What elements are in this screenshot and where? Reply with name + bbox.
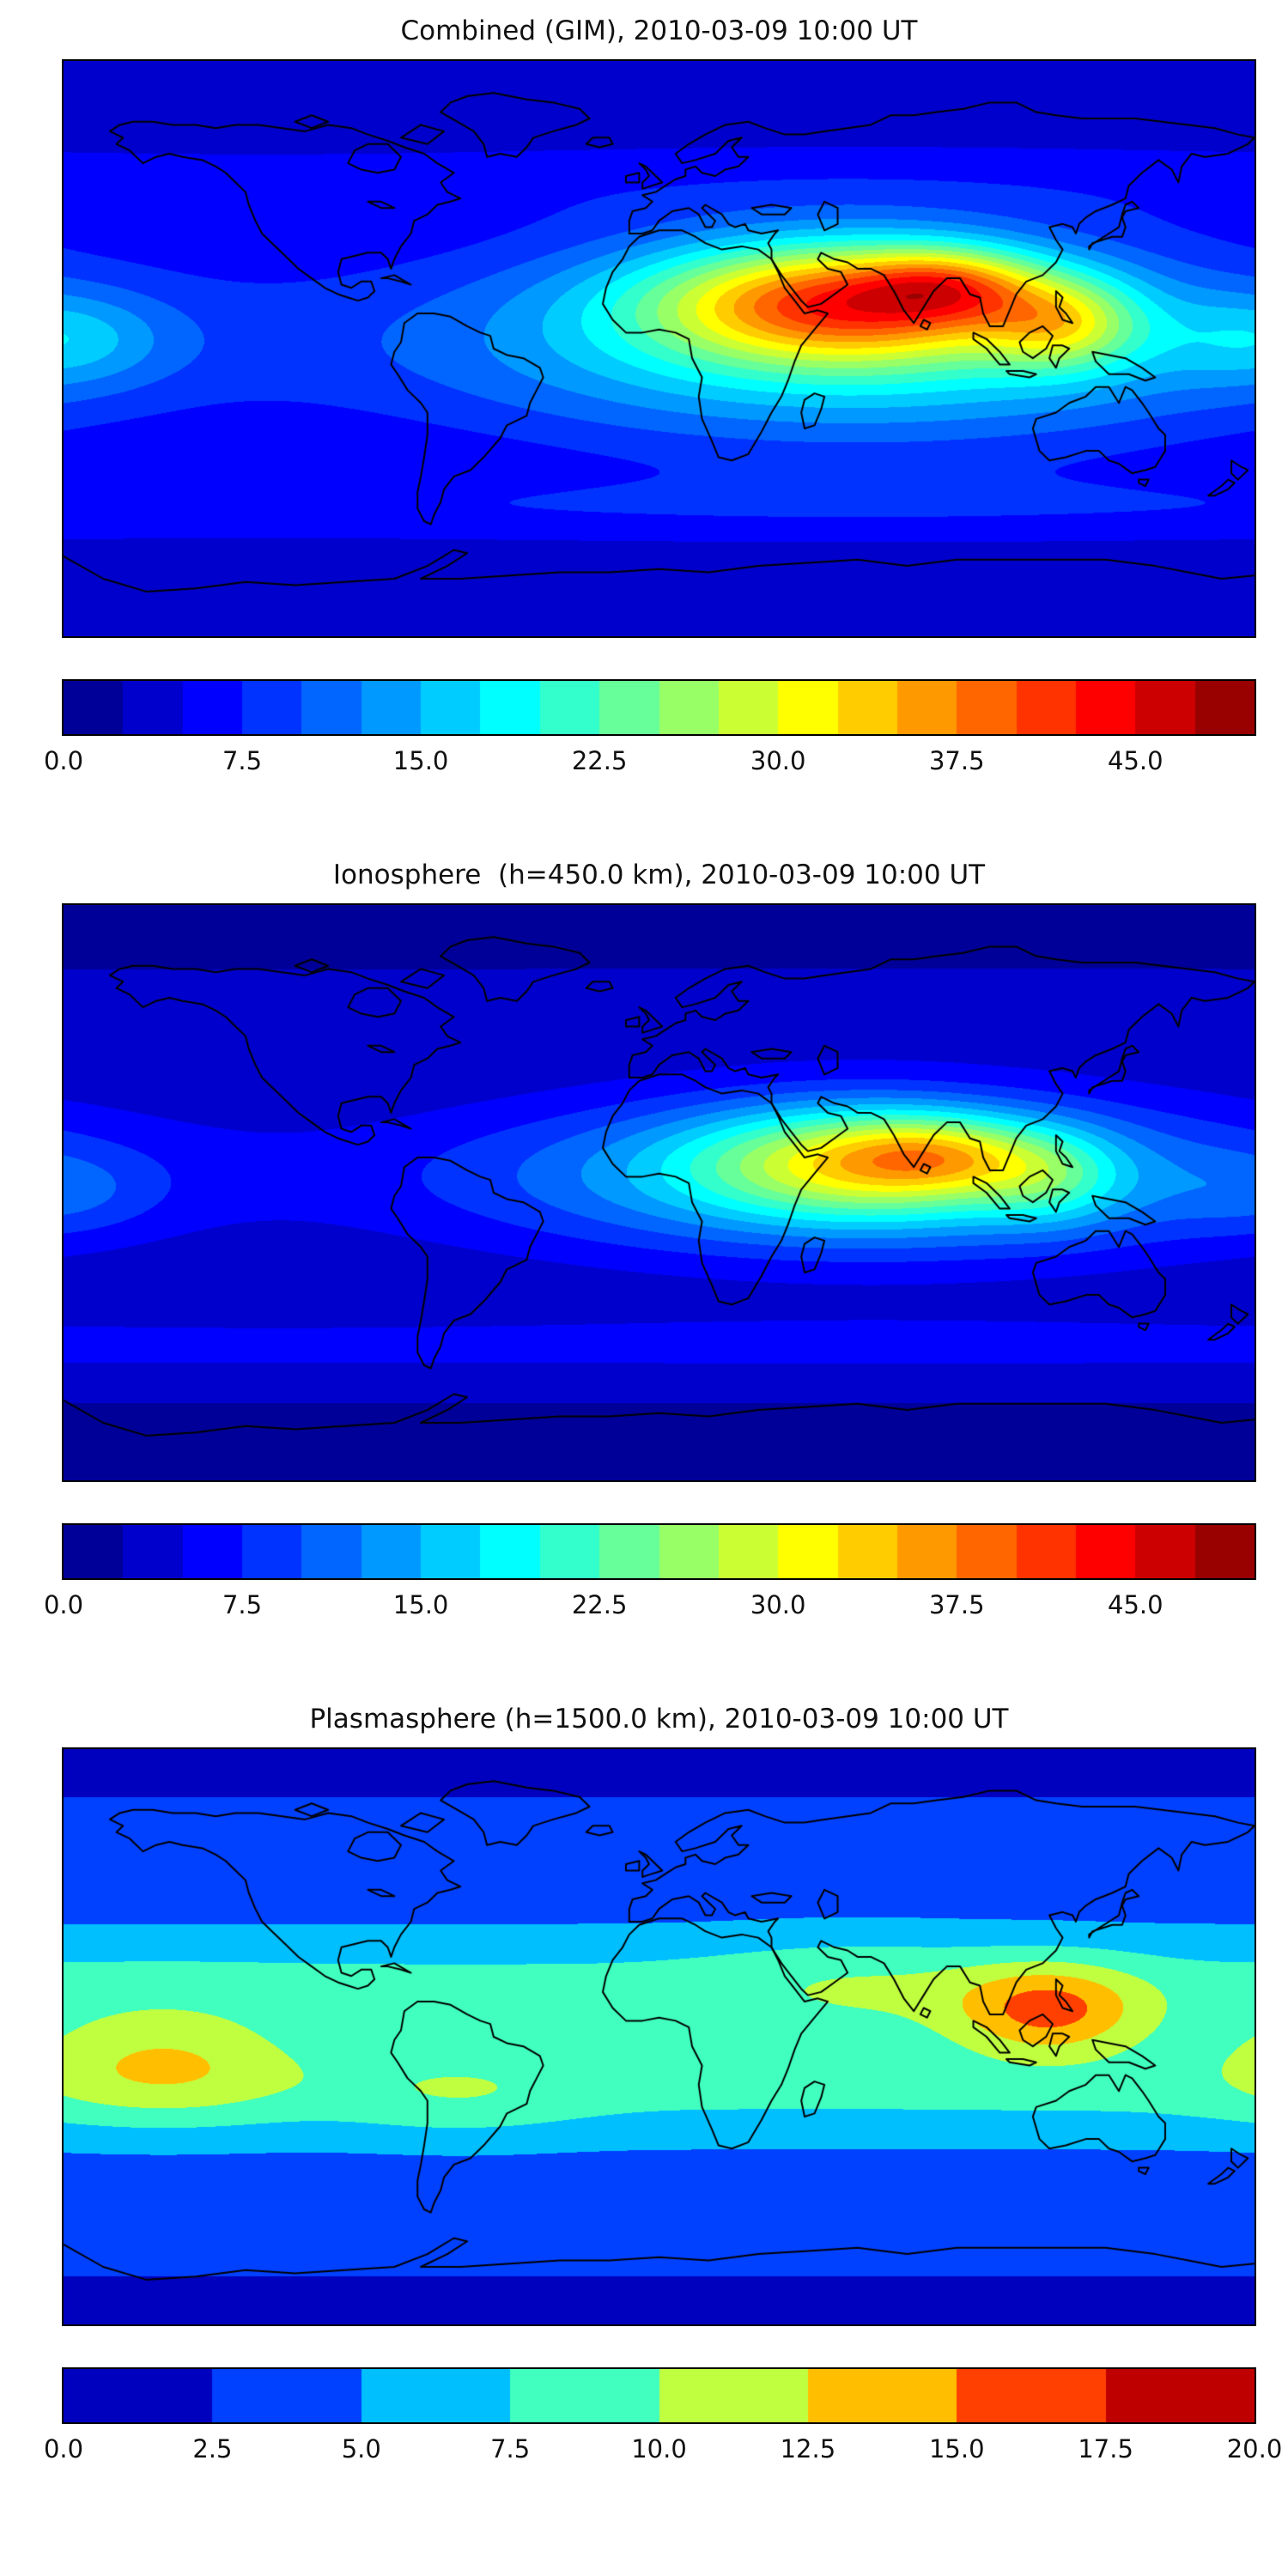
- colorbar-tick-label: 15.0: [928, 2434, 985, 2464]
- colorbar-tick-label: 45.0: [1108, 746, 1163, 775]
- map-canvas-combined: [62, 59, 1256, 638]
- colorbar-tick-label: 37.5: [928, 1590, 985, 1619]
- map-canvas-plasmasphere: [62, 1747, 1256, 2326]
- colorbar-tick-label: 0.0: [43, 1590, 84, 1619]
- colorbar-tick-label: 2.5: [192, 2434, 233, 2464]
- colorbar-tick-label: 12.5: [780, 2434, 836, 2464]
- colorbar-ticks-plasmasphere: 0.0 2.5 5.0 7.5 10.0 12.5 15.0 17.5 20.0: [44, 2431, 1282, 2469]
- colorbar-tick-label: 0.0: [43, 2434, 84, 2464]
- colorbar-tick-label: 45.0: [1108, 1590, 1163, 1619]
- panel-title-plasmasphere: Plasmasphere (h=1500.0 km), 2010-03-09 1…: [309, 1704, 1009, 1735]
- panel-combined: Combined (GIM), 2010-03-09 10:00 UT 0.0 7…: [44, 15, 1256, 781]
- colorbar-tick-label: 17.5: [1078, 2434, 1133, 2464]
- colorbar-tick-label: 22.5: [571, 1590, 628, 1619]
- colorbar-tick-label: 30.0: [750, 746, 806, 775]
- colorbar-plasmasphere: [62, 2367, 1256, 2424]
- panel-plasmasphere: Plasmasphere (h=1500.0 km), 2010-03-09 1…: [44, 1704, 1282, 2469]
- panel-ionosphere: Ionosphere (h=450.0 km), 2010-03-09 10:0…: [44, 860, 1256, 1625]
- colorbar-tick-label: 7.5: [222, 746, 263, 775]
- colorbar-tick-label: 30.0: [750, 1590, 806, 1619]
- colorbar-tick-label: 5.0: [341, 2434, 381, 2464]
- colorbar-ticks-ionosphere: 0.0 7.5 15.0 22.5 30.0 37.5 45.0: [44, 1587, 1255, 1625]
- colorbar-tick-label: 20.0: [1226, 2434, 1283, 2464]
- panel-title-combined: Combined (GIM), 2010-03-09 10:00 UT: [400, 15, 918, 46]
- colorbar-ticks-combined: 0.0 7.5 15.0 22.5 30.0 37.5 45.0: [44, 743, 1255, 781]
- colorbar-ionosphere: [62, 1523, 1256, 1580]
- colorbar-tick-label: 7.5: [490, 2434, 531, 2464]
- colorbar-tick-label: 22.5: [571, 746, 628, 775]
- colorbar-combined: [62, 679, 1256, 736]
- map-canvas-ionosphere: [62, 903, 1256, 1482]
- colorbar-tick-label: 37.5: [928, 746, 985, 775]
- colorbar-tick-label: 15.0: [392, 746, 449, 775]
- colorbar-tick-label: 10.0: [631, 2434, 687, 2464]
- colorbar-tick-label: 0.0: [43, 746, 84, 775]
- colorbar-tick-label: 7.5: [222, 1590, 263, 1619]
- panel-title-ionosphere: Ionosphere (h=450.0 km), 2010-03-09 10:0…: [332, 860, 986, 890]
- colorbar-tick-label: 15.0: [392, 1590, 449, 1619]
